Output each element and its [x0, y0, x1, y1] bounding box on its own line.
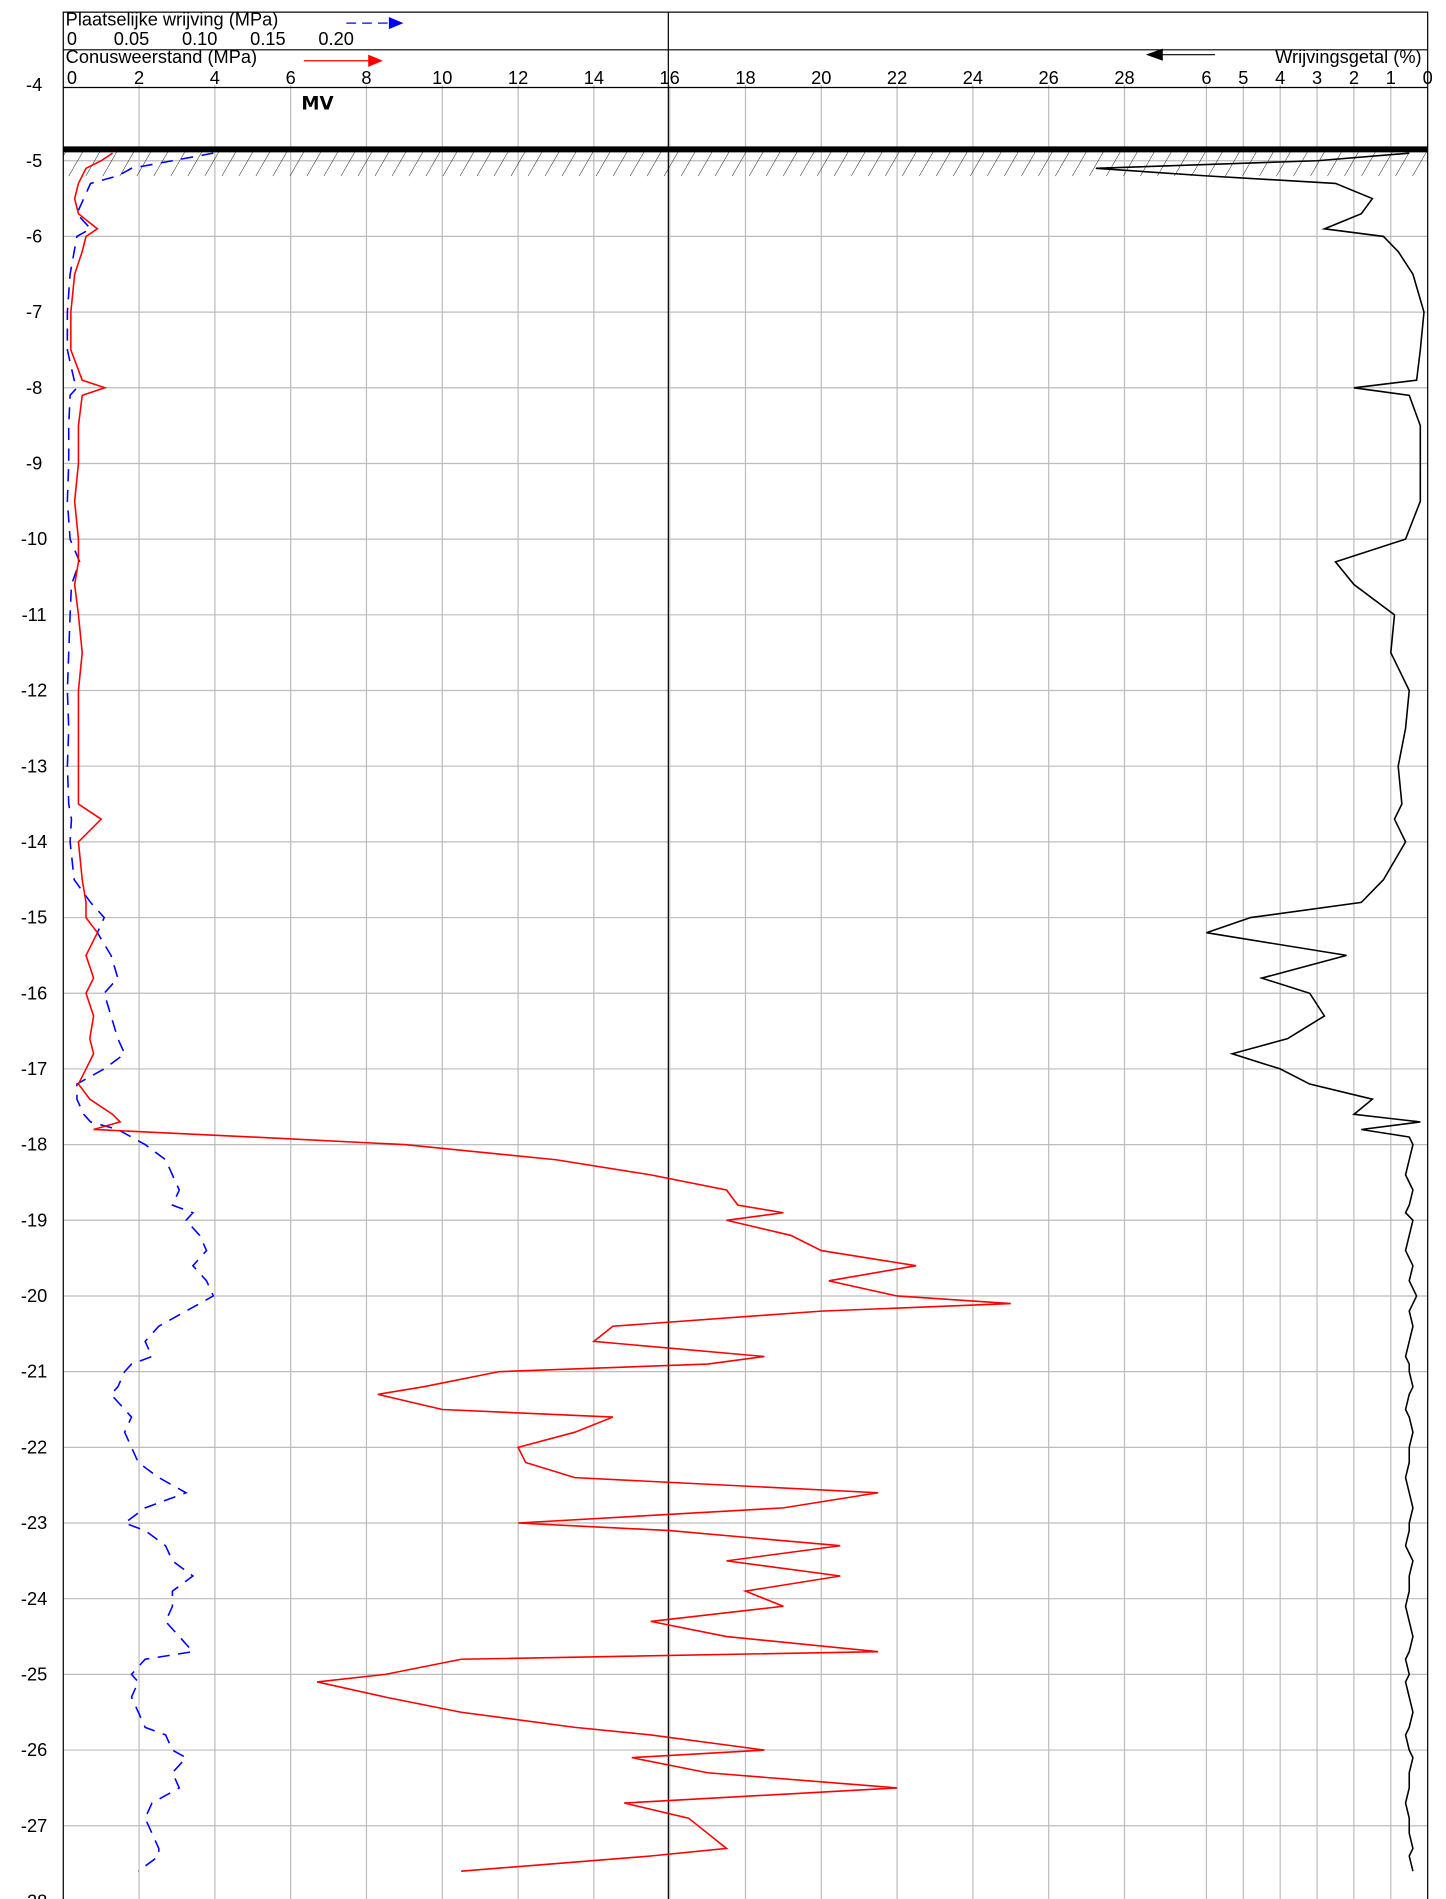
series-line	[1095, 152, 1425, 1872]
y-tick-label: -28	[21, 1892, 47, 1899]
y-tick-label: -20	[21, 1286, 47, 1306]
x-tick-label: 0	[67, 68, 77, 88]
series-line	[66, 152, 215, 1872]
x-tick-label: 6	[286, 68, 296, 88]
x-tick-label: 8	[361, 68, 371, 88]
y-tick-label: -11	[22, 605, 47, 625]
x3-tick-label: 0	[1423, 68, 1433, 88]
annotation: MV	[301, 93, 334, 114]
x-tick-label: 16	[660, 68, 680, 88]
x3-tick-label: 1	[1386, 68, 1396, 88]
x2-tick-label: 0.20	[318, 29, 353, 49]
y-tick-label: -16	[21, 983, 47, 1003]
x3-tick-label: 2	[1349, 68, 1359, 88]
y-tick-label: -10	[21, 529, 47, 549]
x-tick-label: 2	[134, 68, 144, 88]
y-tick-label: -8	[26, 378, 42, 398]
y-tick-label: -7	[26, 302, 42, 322]
x-tick-label: 12	[508, 68, 528, 88]
y-tick-label: -26	[21, 1740, 47, 1760]
x-tick-label: 14	[584, 68, 604, 88]
y-tick-label: -5	[26, 151, 42, 171]
y-tick-label: -6	[26, 226, 42, 246]
y-tick-label: -21	[21, 1362, 47, 1382]
x3-tick-label: 5	[1238, 68, 1248, 88]
x-tick-label: 20	[811, 68, 831, 88]
x-tick-label: 28	[1114, 68, 1134, 88]
y-tick-label: -25	[21, 1664, 47, 1684]
y-tick-label: -4	[26, 75, 42, 95]
x-tick-label: 4	[210, 68, 220, 88]
fs-axis-label: Plaatselijke wrijving (MPa)	[66, 10, 279, 30]
y-tick-label: -19	[21, 1210, 47, 1230]
x3-tick-label: 4	[1275, 68, 1285, 88]
ratio-axis-label: Wrijvingsgetal (%)	[1275, 47, 1421, 67]
x-tick-label: 24	[963, 68, 983, 88]
x2-tick-label: 0	[67, 29, 77, 49]
x-tick-label: 22	[887, 68, 907, 88]
y-tick-label: -22	[21, 1437, 47, 1457]
x2-tick-label: 0.05	[114, 29, 149, 49]
ground-hatch	[63, 149, 1428, 177]
x-tick-label: 18	[735, 68, 755, 88]
y-tick-label: -13	[21, 756, 47, 776]
fs-legend-arrow	[388, 17, 404, 30]
qc-legend-arrow	[368, 54, 383, 67]
x2-tick-label: 0.10	[182, 29, 217, 49]
x2-tick-label: 0.15	[250, 29, 285, 49]
y-tick-label: -12	[21, 681, 47, 701]
x-tick-label: 26	[1039, 68, 1059, 88]
y-tick-label: -24	[21, 1589, 47, 1609]
y-tick-label: -15	[21, 908, 47, 928]
qc-axis-label: Conusweerstand (MPa)	[66, 47, 257, 67]
y-tick-label: -18	[21, 1135, 47, 1155]
frame	[62, 11, 1429, 1899]
ratio-legend-arrow	[1145, 48, 1163, 61]
series-line	[70, 152, 1011, 1872]
x-tick-label: 10	[432, 68, 452, 88]
y-tick-label: -9	[26, 454, 42, 474]
y-tick-label: -17	[21, 1059, 47, 1079]
y-tick-label: -27	[21, 1816, 47, 1836]
y-tick-label: -14	[21, 832, 47, 852]
x3-tick-label: 3	[1312, 68, 1322, 88]
x3-tick-label: 6	[1201, 68, 1211, 88]
y-tick-label: -23	[21, 1513, 47, 1533]
